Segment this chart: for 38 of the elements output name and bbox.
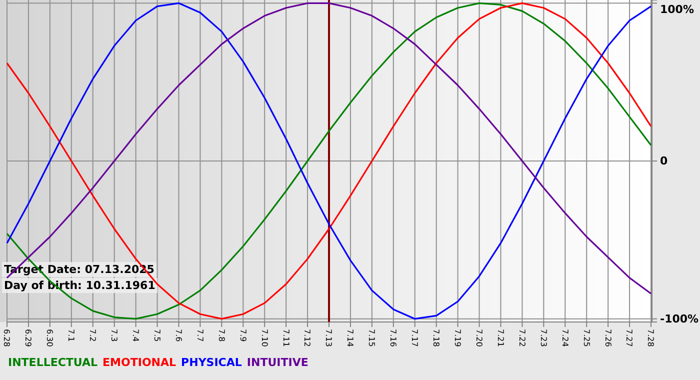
y-tick-label: -100%	[660, 312, 699, 326]
x-tick-label: 7.3	[110, 329, 119, 342]
x-tick-label: 7.1	[66, 329, 76, 342]
x-tick-label: 6.28	[2, 329, 12, 347]
x-tick-label: 7.16	[388, 329, 398, 347]
x-tick-label: 7.22	[517, 329, 526, 347]
x-tick-label: 7.7	[195, 329, 204, 342]
x-tick-label: 7.17	[410, 329, 420, 347]
x-tick-label: 7.18	[432, 329, 441, 347]
x-tick-label: 7.26	[603, 329, 612, 347]
x-tick-label: 7.23	[538, 329, 548, 347]
x-tick-label: 7.24	[560, 329, 570, 347]
text: INTELLECTUAL	[8, 356, 98, 369]
x-tick-label: 6.30	[45, 329, 54, 347]
x-tick-label: 7.20	[474, 329, 484, 347]
y-tick-label: 100%	[660, 3, 694, 16]
x-tick-label: 7.28	[646, 329, 656, 347]
x-tick-label: 7.25	[582, 329, 591, 347]
text: INTUITIVE	[246, 356, 308, 369]
y-tick-label: 0	[660, 154, 668, 168]
x-tick-label: 7.12	[302, 329, 312, 347]
text: EMOTIONAL	[102, 356, 176, 369]
x-tick-label: 7.21	[496, 329, 505, 347]
x-tick-label: 7.6	[174, 329, 183, 342]
x-tick-label: 7.8	[216, 329, 226, 342]
x-tick-label: 7.10	[260, 329, 269, 347]
x-tick-label: 7.14	[346, 329, 355, 347]
x-tick-label: 7.13	[324, 329, 334, 347]
x-tick-label: 7.2	[88, 329, 98, 342]
x-tick-label: 6.29	[24, 329, 33, 347]
x-tick-label: 7.11	[281, 329, 290, 347]
x-tick-label: 7.27	[624, 329, 634, 347]
x-tick-label: 7.15	[367, 329, 376, 347]
x-tick-label: 7.9	[238, 329, 248, 342]
x-tick-label: 7.5	[152, 329, 162, 342]
text: PHYSICAL	[181, 356, 242, 369]
x-tick-label: 7.4	[131, 329, 140, 342]
x-tick-label: 7.19	[453, 329, 462, 347]
